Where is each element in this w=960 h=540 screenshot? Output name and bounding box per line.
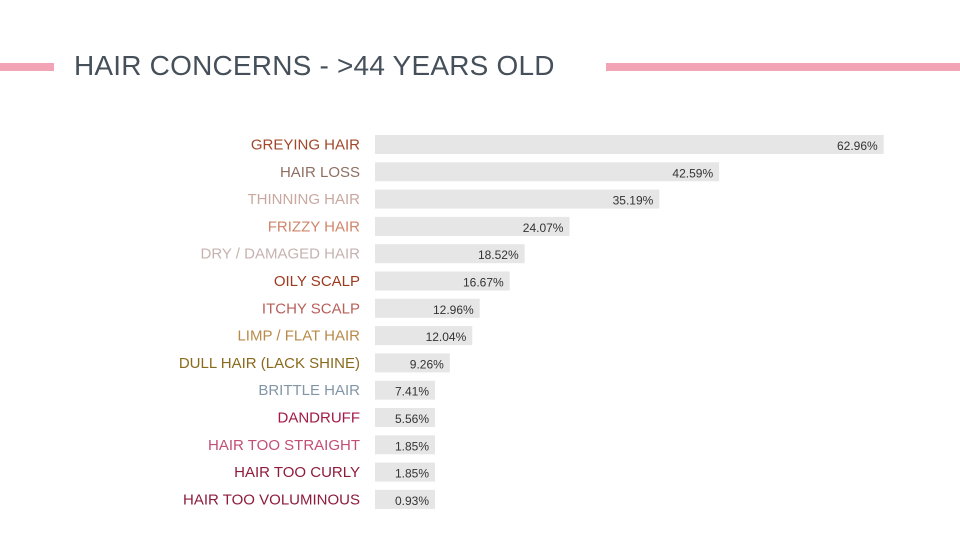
bar-4 [375, 244, 525, 264]
bar-12 [375, 462, 435, 482]
bar-6 [375, 298, 480, 318]
category-label-11: HAIR TOO STRAIGHT [208, 437, 360, 454]
category-label-10: DANDRUFF [278, 410, 361, 427]
category-label-0: GREYING HAIR [251, 137, 360, 154]
bar-5 [375, 271, 510, 291]
bar-9 [375, 380, 435, 400]
category-label-1: HAIR LOSS [280, 164, 360, 181]
value-label-5: 16.67% [463, 276, 504, 290]
category-label-12: HAIR TOO CURLY [234, 464, 360, 481]
value-label-4: 18.52% [478, 248, 519, 262]
value-label-6: 12.96% [433, 303, 474, 317]
category-label-7: LIMP / FLAT HAIR [237, 328, 360, 345]
category-label-4: DRY / DAMAGED HAIR [201, 246, 361, 263]
bar-13 [375, 489, 435, 509]
category-label-5: OILY SCALP [274, 273, 360, 290]
value-label-9: 7.41% [395, 385, 429, 399]
value-label-3: 24.07% [523, 221, 564, 235]
category-label-8: DULL HAIR (LACK SHINE) [179, 355, 360, 372]
category-label-3: FRIZZY HAIR [268, 218, 360, 235]
page-title: HAIR CONCERNS - >44 YEARS OLD [74, 50, 555, 81]
category-label-2: THINNING HAIR [248, 191, 361, 208]
value-label-1: 42.59% [672, 166, 713, 180]
bar-0 [375, 135, 884, 154]
value-label-7: 12.04% [426, 330, 467, 344]
bar-2 [375, 189, 660, 209]
value-label-11: 1.85% [395, 439, 429, 453]
category-label-9: BRITTLE HAIR [258, 382, 360, 399]
value-label-13: 0.93% [395, 494, 429, 508]
bar-1 [375, 162, 720, 182]
bar-8 [375, 353, 450, 373]
bar-7 [375, 326, 473, 346]
value-label-0: 62.96% [837, 139, 878, 153]
bar-3 [375, 216, 570, 236]
bar-10 [375, 408, 435, 427]
value-label-12: 1.85% [395, 467, 429, 481]
category-label-6: ITCHY SCALP [262, 300, 360, 317]
bar-11 [375, 435, 435, 455]
category-label-13: HAIR TOO VOLUMINOUS [183, 491, 360, 508]
accent-line-right [606, 63, 960, 71]
accent-line-left [0, 63, 54, 71]
value-label-8: 9.26% [410, 357, 444, 371]
value-label-2: 35.19% [613, 194, 654, 208]
value-label-10: 5.56% [395, 412, 429, 426]
